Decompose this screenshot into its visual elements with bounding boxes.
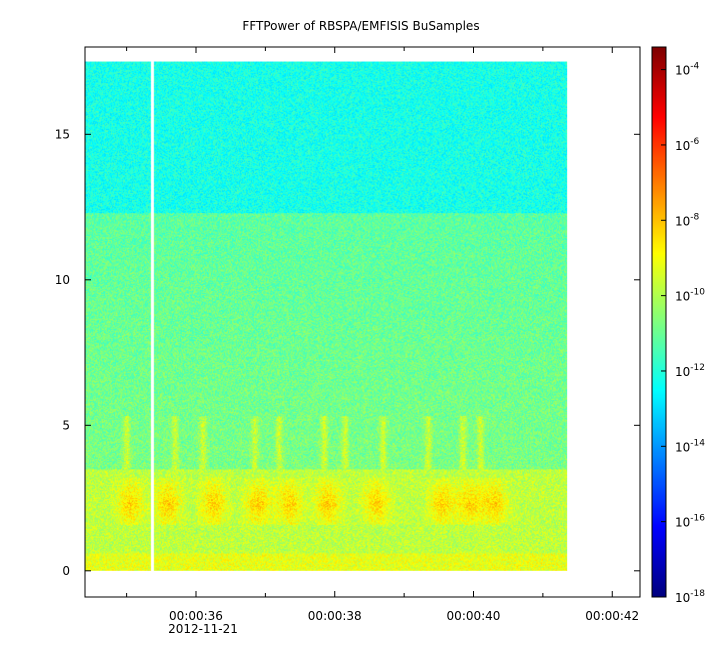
x-tick-label: 00:00:36: [169, 609, 223, 623]
x-tick-label: 00:00:38: [308, 609, 362, 623]
colorbar-tick-label: 10-14: [675, 438, 705, 454]
colorbar-tick-label: 10-18: [675, 589, 705, 605]
colorbar-tick-label: 10-16: [675, 514, 705, 530]
y-tick-label: 10: [55, 273, 70, 287]
x-axis: 00:00:36 00:00:38 00:00:40 00:00:42: [126, 47, 639, 623]
colorbar-frame: [651, 46, 667, 598]
colorbar-tick-label: 10-6: [675, 137, 700, 153]
y-tick-label: 15: [55, 127, 70, 141]
x-tick-label: 00:00:40: [447, 609, 501, 623]
y-axis: 0 5 10 15: [55, 127, 640, 578]
plot-frame: [84, 46, 641, 598]
colorbar-tick-label: 10-10: [675, 288, 705, 304]
colorbar-tick-label: 10-4: [675, 62, 700, 78]
colorbar-axis: 10-4 10-6 10-8 10-10 10-12 10-14 10-16 10-18: [661, 62, 705, 605]
spectrogram-image: [85, 61, 568, 571]
x-tick-label: 00:00:42: [585, 609, 639, 623]
x-date-label: 2012-11-21: [168, 622, 238, 636]
colorbar-image: [652, 47, 666, 597]
colorbar-tick-label: 10-8: [675, 212, 700, 228]
colorbar-tick-label: 10-12: [675, 363, 705, 379]
y-tick-label: 5: [62, 418, 70, 432]
chart-title: FFTPower of RBSPA/EMFISIS BuSamples: [242, 19, 479, 33]
y-tick-label: 0: [62, 564, 70, 578]
